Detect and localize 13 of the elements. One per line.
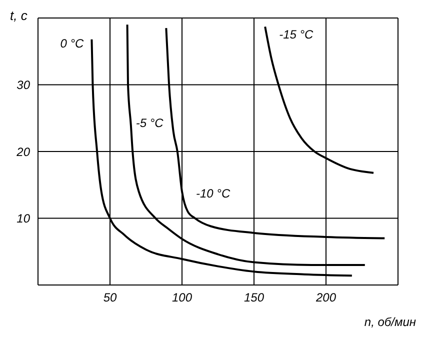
series-label: 0 °C [60,36,84,50]
y-tick-label: 10 [16,212,30,226]
x-axis-title: n, об/мин [364,315,416,329]
series-label: -10 °C [196,186,230,201]
series-label: -5 °C [136,116,164,130]
y-axis-title: t, c [10,8,28,23]
x-tick-label: 50 [103,290,117,305]
y-tick-label: 20 [16,144,30,159]
x-tick-label: 100 [172,290,192,305]
y-tick-label: 30 [16,78,30,92]
x-tick-label: 150 [244,290,264,305]
x-tick-label: 200 [314,290,336,305]
series-label: -15 °C [279,28,314,42]
